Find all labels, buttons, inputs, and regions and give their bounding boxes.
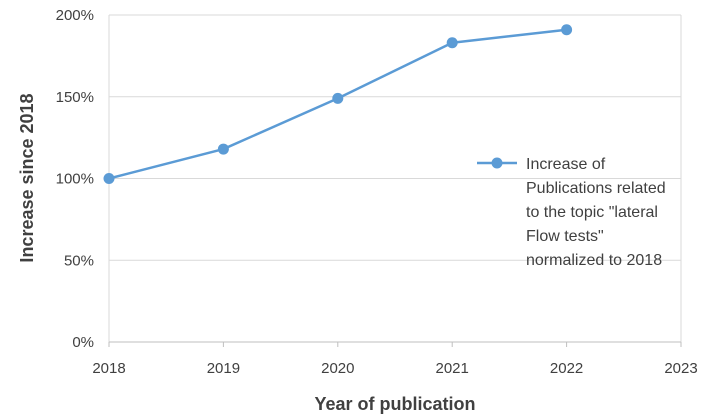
x-axis-title: Year of publication: [314, 394, 475, 414]
series-group: [103, 24, 573, 184]
y-axis-ticks: 0% 50% 100% 150% 200%: [56, 7, 94, 351]
gridlines: [109, 14, 681, 261]
x-tick-label: 2020: [321, 360, 354, 377]
legend-label-line: Flow tests": [526, 228, 604, 245]
legend-label: Increase of Publications related to the to…: [526, 156, 666, 269]
y-tick-label: 50%: [64, 252, 94, 269]
legend-label-line: Increase of: [526, 156, 606, 173]
data-point: [446, 37, 458, 49]
data-point: [561, 24, 573, 36]
data-point: [217, 143, 229, 155]
x-tick-label: 2023: [664, 360, 697, 377]
legend-marker: [491, 157, 503, 169]
data-point: [332, 92, 344, 104]
legend-label-line: to the topic "lateral: [526, 204, 658, 221]
y-axis-title: Increase since 2018: [17, 93, 37, 262]
legend-label-line: Publications related: [526, 180, 666, 197]
y-tick-label: 100%: [56, 171, 94, 188]
series-line: [108, 28, 567, 180]
y-tick-label: 150%: [56, 89, 94, 106]
x-tick-label: 2019: [207, 360, 240, 377]
x-tick-label: 2022: [550, 360, 583, 377]
x-tick-label: 2018: [92, 360, 125, 377]
data-point: [103, 173, 115, 184]
y-tick-label: 0%: [72, 334, 94, 351]
legend-label-line: normalized to 2018: [526, 252, 662, 269]
legend: Increase of Publications related to the to…: [477, 156, 666, 269]
x-tick-label: 2021: [436, 360, 469, 377]
x-axis-ticks: 2018 2019 2020 2021 2022 2023: [92, 342, 698, 377]
y-tick-label: 200%: [56, 7, 94, 24]
